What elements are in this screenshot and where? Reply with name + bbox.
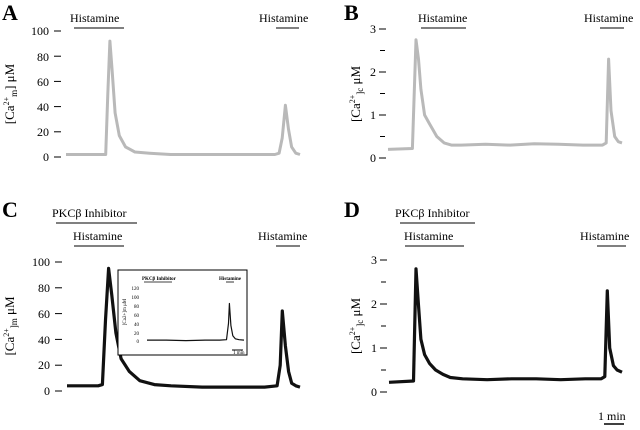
panel-b-y-axis-label: [Ca2+]c μM <box>348 66 365 123</box>
panel-a-ytick-label: 40 <box>37 100 49 114</box>
panel-d-y-axis-label: [Ca2+]c μM <box>348 298 365 355</box>
inset-ytick-label: 120 <box>132 287 140 292</box>
panel-c-y-axis-label: [Ca2+]m μM <box>2 296 19 356</box>
panel-d-label: D <box>344 197 360 222</box>
panel-a-series-line <box>66 39 301 156</box>
panel-a-y-axis: 0 20 40 60 80 100 <box>31 24 61 164</box>
time-scale-bar: 1 min <box>598 409 626 425</box>
panel-d-ytick-label: 1 <box>371 341 377 355</box>
panel-d-inhibitor-label: PKCβ Inhibitor <box>395 206 469 220</box>
inset-ytick-label: 100 <box>132 296 140 301</box>
inset-scale-label: 1 min <box>233 351 245 356</box>
inset-series-line <box>147 302 245 342</box>
panel-b-ytick-label: 3 <box>370 22 376 36</box>
inset-histamine-label: Histamine <box>219 277 242 282</box>
panel-a-ytick-label: 0 <box>43 150 49 164</box>
panel-d-y-axis: 0 1 2 3 <box>371 253 387 399</box>
panel-a-histamine-label-1: Histamine <box>70 11 119 25</box>
panel-b-histamine-label-2: Histamine <box>584 11 633 25</box>
inset-inhibitor-label: PKCβ Inhibitor <box>142 277 177 282</box>
panel-c-label: C <box>2 197 18 222</box>
panel-c-ytick-label: 0 <box>44 384 50 398</box>
inset-ytick-label: 60 <box>134 314 140 319</box>
panel-c-series-line <box>67 266 301 389</box>
panel-b-ytick-label: 1 <box>370 108 376 122</box>
panel-c: C PKCβ Inhibitor Histamine Histamine 0 2… <box>2 197 307 398</box>
inset-ytick-label: 40 <box>134 323 140 328</box>
panel-d-histamine-label-1: Histamine <box>404 229 453 243</box>
panel-c-ytick-label: 80 <box>38 281 50 295</box>
panel-b-y-axis: 0 1 2 3 <box>370 22 386 165</box>
panel-a-histamine-label-2: Histamine <box>259 11 308 25</box>
panel-a-label: A <box>2 0 18 25</box>
panel-d-series-line <box>388 267 623 384</box>
panel-d-ytick-label: 0 <box>371 385 377 399</box>
panel-b-label: B <box>344 0 359 25</box>
panel-a-ytick-label: 80 <box>37 50 49 64</box>
panel-a: A Histamine Histamine 0 20 40 60 80 100 … <box>2 0 308 164</box>
inset-ytick-label: 0 <box>137 340 140 345</box>
panel-d-histamine-label-2: Histamine <box>580 229 629 243</box>
inset-ytick-label: 80 <box>134 305 140 310</box>
panel-c-histamine-label-1: Histamine <box>73 229 122 243</box>
panel-a-ytick-label: 20 <box>37 125 49 139</box>
panel-a-ytick-label: 100 <box>31 24 49 38</box>
panel-c-ytick-label: 40 <box>38 333 50 347</box>
scale-bar-label: 1 min <box>598 409 626 423</box>
panel-c-y-axis: 0 20 40 60 80 100 <box>32 255 62 398</box>
panel-b-series-line <box>387 38 623 151</box>
panel-c-ytick-label: 60 <box>38 307 50 321</box>
inset-ytick-label: 20 <box>134 332 140 337</box>
panel-b-histamine-label-1: Histamine <box>418 11 467 25</box>
panel-d: D PKCβ Inhibitor Histamine Histamine 0 1… <box>344 197 629 399</box>
panel-c-inset: PKCβ Inhibitor Histamine 0 20 40 60 80 1… <box>117 269 248 356</box>
panel-c-ytick-label: 100 <box>32 255 50 269</box>
panel-a-y-axis-label: [Ca2+m] μM <box>2 63 19 124</box>
panel-b: B Histamine Histamine 0 1 2 3 [Ca2+]c μM <box>344 0 633 165</box>
panel-b-ytick-label: 0 <box>370 151 376 165</box>
panel-c-inhibitor-label: PKCβ Inhibitor <box>52 206 126 220</box>
panel-b-ytick-label: 2 <box>370 65 376 79</box>
inset-y-axis-label: [Ca2+]m μM <box>123 298 128 325</box>
panel-c-histamine-label-2: Histamine <box>258 229 307 243</box>
panel-d-ytick-label: 2 <box>371 297 377 311</box>
panel-c-ytick-label: 20 <box>38 358 50 372</box>
panel-a-ytick-label: 60 <box>37 75 49 89</box>
panel-d-ytick-label: 3 <box>371 253 377 267</box>
